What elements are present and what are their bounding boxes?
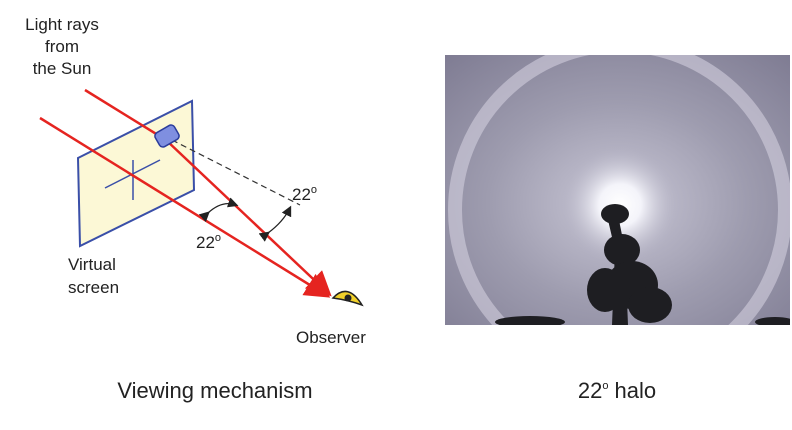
observer-label: Observer xyxy=(296,328,366,347)
angle-arc-1 xyxy=(208,204,236,213)
left-caption: Viewing mechanism xyxy=(117,378,312,403)
observer-eye xyxy=(333,291,362,305)
source-label: Light rays xyxy=(25,15,99,34)
angle-label: 22o xyxy=(196,232,221,252)
angle-number: 22 xyxy=(196,233,215,252)
figure: Light rays from the Sun 22o 22o Virtual … xyxy=(0,0,792,430)
halo-photo xyxy=(445,45,792,375)
screen-label: screen xyxy=(68,278,119,297)
angle-arc-2 xyxy=(268,208,290,233)
angle-degree: o xyxy=(215,232,221,244)
caption-text: halo xyxy=(608,378,656,403)
source-label: the Sun xyxy=(33,59,92,78)
angle-number: 22 xyxy=(292,185,311,204)
page: Light rays from the Sun 22o 22o Virtual … xyxy=(0,0,792,430)
ray-refracted-out xyxy=(166,140,328,293)
ray-refracted-in xyxy=(85,90,166,140)
source-label: from xyxy=(45,37,79,56)
angle-degree: o xyxy=(311,184,317,196)
caption-number: 22 xyxy=(578,378,602,403)
angle-label: 22o xyxy=(292,184,317,204)
screen-label: Virtual xyxy=(68,255,116,274)
right-caption: 22o halo xyxy=(578,378,656,403)
